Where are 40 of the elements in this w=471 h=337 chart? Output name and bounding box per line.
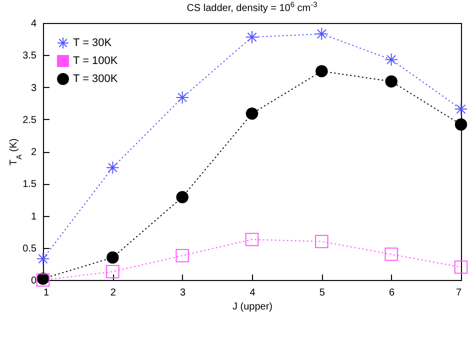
y-tick-label: 3.5 xyxy=(22,50,37,62)
y-tick-label: 0 xyxy=(30,276,37,286)
point xyxy=(454,102,468,116)
point xyxy=(36,252,50,266)
x-tick-label: 7 xyxy=(456,288,462,298)
point xyxy=(246,107,258,120)
x-tick-label: 6 xyxy=(389,288,396,298)
legend-label: T = 100K xyxy=(73,55,118,67)
point xyxy=(316,65,328,78)
y-tick-label: 2 xyxy=(30,147,37,158)
point xyxy=(106,160,120,174)
point xyxy=(176,90,189,104)
y-tick-label: 3 xyxy=(30,82,37,94)
point xyxy=(106,265,120,278)
y-tick-label: 1 xyxy=(30,211,37,222)
y-tick-label: 4 xyxy=(30,18,37,30)
x-tick-label: 2 xyxy=(110,288,116,298)
x-tick-label: 1 xyxy=(44,288,50,298)
point xyxy=(385,75,398,88)
y-tick-label: 1.5 xyxy=(22,179,37,190)
legend-label: T = 30K xyxy=(73,37,112,49)
point xyxy=(176,191,188,204)
point xyxy=(454,260,468,274)
point xyxy=(454,118,468,131)
legend-label: T = 300K xyxy=(73,73,118,85)
x-tick-label: 5 xyxy=(319,288,326,298)
point xyxy=(315,27,328,41)
point xyxy=(384,248,398,261)
point xyxy=(245,232,259,246)
x-tick-label: 4 xyxy=(250,288,256,298)
x-axis-title: J (upper) xyxy=(232,302,273,312)
y-tick-label: 0.5 xyxy=(22,243,37,254)
point xyxy=(384,53,398,66)
point xyxy=(176,248,189,262)
x-tick-label: 3 xyxy=(180,288,186,298)
point xyxy=(315,234,328,248)
point xyxy=(106,251,119,264)
chart-title: CS ladder, density = 10$^{6}$ cm$^{-3}$ xyxy=(186,0,318,14)
point xyxy=(245,30,259,44)
y-tick-label: 2.5 xyxy=(22,114,37,126)
